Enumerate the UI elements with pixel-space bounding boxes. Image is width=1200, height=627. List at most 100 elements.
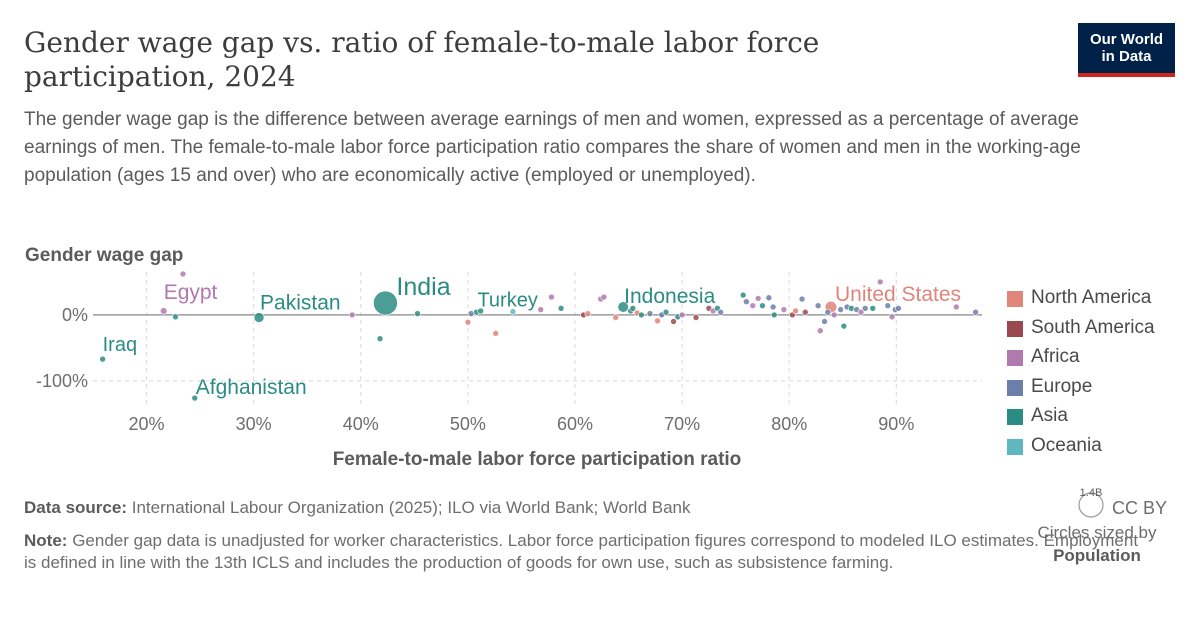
logo-line-2: in Data: [1101, 48, 1152, 65]
data-point[interactable]: [821, 318, 828, 325]
owid-logo[interactable]: Our World in Data: [1078, 23, 1175, 77]
grid-lines: [93, 272, 982, 404]
data-point[interactable]: [464, 318, 472, 326]
size-legend-circle: [1078, 492, 1104, 518]
point-label: United States: [835, 283, 961, 306]
data-point[interactable]: [376, 335, 384, 342]
size-legend-value: 1.4B: [1080, 487, 1103, 499]
legend-label: North America: [1031, 287, 1152, 308]
data-point[interactable]: [840, 322, 848, 330]
data-point[interactable]: [861, 304, 869, 312]
data-point[interactable]: [172, 313, 179, 321]
data-source: Data source: International Labour Organi…: [24, 497, 1154, 519]
y-tick-label: 0%: [62, 305, 88, 325]
data-point[interactable]: [952, 303, 960, 311]
data-point[interactable]: [739, 291, 747, 299]
data-point[interactable]: [662, 308, 670, 316]
point-label: Afghanistan: [196, 376, 307, 399]
size-legend: 1.4B Circles sized by Population: [1037, 487, 1157, 565]
data-point[interactable]: [717, 308, 724, 316]
data-point[interactable]: [743, 298, 750, 306]
x-tick-label: 60%: [557, 414, 593, 434]
legend-swatch: [1007, 409, 1023, 425]
point-labels: Iraq Egypt Afghanistan Pakistan India Turkey I…: [103, 273, 961, 399]
data-point[interactable]: [467, 310, 475, 317]
data-point[interactable]: [253, 312, 265, 323]
legend-swatch: [1007, 379, 1023, 396]
data-point[interactable]: [179, 270, 187, 278]
data-point[interactable]: [765, 294, 773, 302]
chart-subtitle: The gender wage gap is the difference be…: [24, 109, 1081, 186]
size-legend-variable: Population: [1053, 546, 1141, 565]
data-point[interactable]: [754, 295, 762, 302]
data-point[interactable]: [600, 293, 608, 301]
y-tick-label: -100%: [36, 371, 88, 391]
data-point[interactable]: [769, 303, 777, 311]
data-point[interactable]: [612, 314, 619, 321]
data-point[interactable]: [770, 311, 778, 319]
data-point[interactable]: [99, 355, 106, 363]
data-point[interactable]: [548, 293, 555, 301]
data-point[interactable]: [509, 308, 517, 315]
chart-note: Note: Gender gap data is unadjusted for …: [24, 530, 1154, 574]
x-tick-label: 50%: [450, 414, 486, 434]
data-point[interactable]: [373, 290, 398, 316]
x-tick-label: 20%: [129, 414, 165, 434]
legend-swatch: [1007, 320, 1023, 337]
data-point[interactable]: [869, 304, 877, 312]
data-point[interactable]: [692, 314, 700, 321]
data-point[interactable]: [759, 302, 766, 309]
data-point[interactable]: [670, 318, 677, 325]
legend-label: Europe: [1031, 375, 1093, 397]
data-point[interactable]: [348, 311, 356, 319]
data-point[interactable]: [798, 295, 806, 303]
point-label: Turkey: [477, 289, 537, 311]
data-point[interactable]: [557, 304, 565, 312]
data-point[interactable]: [191, 394, 199, 402]
data-point[interactable]: [801, 308, 809, 316]
data-point[interactable]: [749, 302, 757, 309]
data-point[interactable]: [824, 308, 832, 316]
data-point[interactable]: [837, 306, 844, 313]
data-point[interactable]: [792, 307, 799, 315]
data-point[interactable]: [414, 310, 421, 317]
data-point[interactable]: [678, 311, 686, 319]
data-point[interactable]: [477, 307, 485, 315]
x-tick-label: 90%: [878, 414, 914, 434]
data-point[interactable]: [972, 308, 979, 316]
data-point[interactable]: [814, 302, 822, 309]
data-point[interactable]: [654, 317, 661, 325]
chart-title: Gender wage gap vs. ratio of female-to-m…: [24, 26, 820, 93]
size-legend-caption: Circles sized by: [1037, 523, 1157, 542]
data-point[interactable]: [638, 311, 645, 319]
legend-swatch: [1007, 438, 1023, 455]
source-text[interactable]: International Labour Organization (2025)…: [131, 498, 691, 517]
legend-label: Asia: [1031, 405, 1068, 426]
data-point[interactable]: [629, 304, 637, 312]
data-point[interactable]: [584, 310, 592, 317]
data-point[interactable]: [884, 302, 892, 309]
data-point[interactable]: [888, 313, 896, 321]
data-point[interactable]: [876, 278, 884, 286]
legend-swatch: [1007, 350, 1023, 366]
y-axis-title: Gender wage gap: [25, 245, 183, 266]
data-point[interactable]: [780, 306, 788, 313]
point-label: India: [396, 273, 450, 301]
data-point[interactable]: [830, 311, 838, 319]
data-point[interactable]: [848, 304, 855, 312]
point-label: Indonesia: [624, 285, 715, 308]
data-point[interactable]: [617, 301, 629, 313]
note-label: Note:: [24, 531, 68, 550]
data-point[interactable]: [816, 327, 824, 335]
legend-label: Oceania: [1031, 434, 1102, 456]
x-tick-label: 40%: [343, 414, 379, 434]
x-tick-label: 30%: [236, 414, 272, 434]
data-point[interactable]: [492, 330, 500, 337]
license-link[interactable]: CC BY: [1112, 498, 1168, 518]
data-point[interactable]: [160, 307, 168, 315]
data-point[interactable]: [646, 310, 654, 317]
data-point[interactable]: [857, 308, 865, 316]
data-point[interactable]: [895, 304, 902, 312]
data-point[interactable]: [537, 306, 545, 313]
